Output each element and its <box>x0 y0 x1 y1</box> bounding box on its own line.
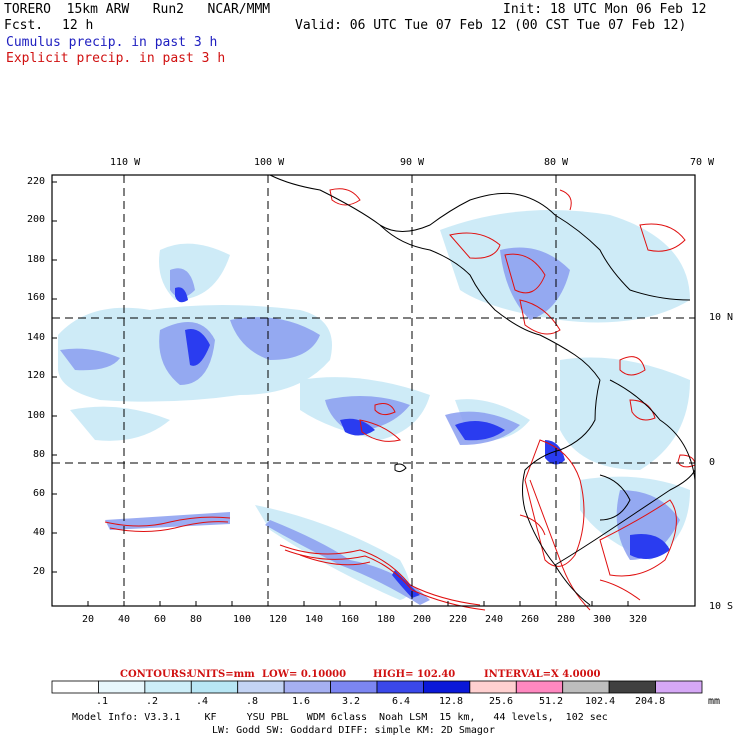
y-tick: 180 <box>27 254 46 265</box>
y-tick: 200 <box>27 214 46 225</box>
x-tick: 60 <box>154 614 167 625</box>
x-tick: 200 <box>413 614 432 625</box>
contours-label: CONTOURS: <box>120 669 190 680</box>
contours-interval: INTERVAL=X 4.0000 <box>484 669 601 680</box>
colorbar-swatch <box>51 680 99 694</box>
y-tick: 120 <box>27 370 46 381</box>
x-tick: 260 <box>521 614 540 625</box>
x-tick: 220 <box>449 614 468 625</box>
lat-label-0: 0 <box>709 457 716 468</box>
x-tick: 280 <box>557 614 576 625</box>
colorbar-label: 12.8 <box>439 696 464 707</box>
lat-label-10n: 10 N <box>709 312 734 323</box>
y-tick: 40 <box>33 527 46 538</box>
colorbar-swatch <box>283 680 331 694</box>
colorbar-swatch <box>423 680 471 694</box>
lon-label-100w: 100 W <box>254 157 285 168</box>
colorbar-label: .8 <box>246 696 259 707</box>
x-tick: 40 <box>118 614 131 625</box>
colorbar-swatch <box>190 680 239 694</box>
init-time: Init: 18 UTC Mon 06 Feb 12 <box>503 2 707 17</box>
colorbar-label: 25.6 <box>489 696 514 707</box>
colorbar-swatch <box>562 680 610 694</box>
explicit-precip-contours <box>104 188 696 611</box>
colorbar-label: 1.6 <box>292 696 311 707</box>
contours-high: HIGH= 102.40 <box>373 669 456 680</box>
colorbar-label: .1 <box>96 696 109 707</box>
y-tick: 60 <box>33 488 46 499</box>
colorbar-swatch <box>330 680 378 694</box>
colorbar-label: 3.2 <box>342 696 361 707</box>
lat-label-10s: 10 S <box>709 601 734 612</box>
lon-label-70w: 70 W <box>690 157 715 168</box>
x-tick: 100 <box>233 614 252 625</box>
lon-label-90w: 90 W <box>400 157 425 168</box>
contours-units: UNITS=mm <box>188 669 255 680</box>
y-tick: 140 <box>27 332 46 343</box>
x-tick: 160 <box>341 614 360 625</box>
explicit-precip-label: Explicit precip. in past 3 h <box>6 51 226 66</box>
y-tick: 20 <box>33 566 46 577</box>
lon-label-110w: 110 W <box>110 157 141 168</box>
axis-ticks <box>52 181 629 606</box>
y-tick: 160 <box>27 292 46 303</box>
colorbar <box>51 680 703 694</box>
colorbar-swatch <box>655 680 703 694</box>
colorbar-label: .4 <box>196 696 209 707</box>
forecast-label: Fcst. <box>4 18 44 33</box>
plot-border <box>51 174 696 607</box>
colorbar-label: 51.2 <box>539 696 564 707</box>
y-tick: 80 <box>33 449 46 460</box>
cumulus-mid-regions <box>60 247 680 605</box>
y-tick: 100 <box>27 410 46 421</box>
colorbar-label: .2 <box>146 696 159 707</box>
x-tick: 320 <box>629 614 648 625</box>
colorbar-swatch <box>237 680 285 694</box>
contours-low: LOW= 0.10000 <box>262 669 347 680</box>
coastline <box>269 174 696 606</box>
colorbar-swatch <box>144 680 192 694</box>
colorbar-swatch <box>608 680 656 694</box>
model-info-line: Model Info: V3.3.1 KF YSU PBL WDM 6class… <box>72 712 608 723</box>
colorbar-swatch <box>98 680 146 694</box>
colorbar-label: 204.8 <box>635 696 666 707</box>
lat-lon-grid <box>52 175 695 606</box>
x-tick: 120 <box>269 614 288 625</box>
valid-time: Valid: 06 UTC Tue 07 Feb 12 (00 CST Tue … <box>295 18 687 33</box>
x-tick: 180 <box>377 614 396 625</box>
colorbar-unit: mm <box>708 696 721 707</box>
lon-label-80w: 80 W <box>544 157 569 168</box>
forecast-hour: 12 h <box>62 18 94 33</box>
cumulus-dark-regions <box>175 287 670 598</box>
x-tick: 300 <box>593 614 612 625</box>
colorbar-label: 6.4 <box>392 696 411 707</box>
colorbar-label: 102.4 <box>585 696 616 707</box>
colorbar-swatch <box>376 680 424 694</box>
y-tick: 220 <box>27 176 46 187</box>
physics-info-line: LW: Godd SW: Goddard DIFF: simple KM: 2D… <box>212 725 495 736</box>
x-tick: 20 <box>82 614 95 625</box>
x-tick: 80 <box>190 614 203 625</box>
model-title: TORERO 15km ARW Run2 NCAR/MMM <box>4 2 271 17</box>
cumulus-precip-label: Cumulus precip. in past 3 h <box>6 35 218 50</box>
x-tick: 240 <box>485 614 504 625</box>
colorbar-swatch <box>515 680 564 694</box>
colorbar-swatch <box>469 680 517 694</box>
x-tick: 140 <box>305 614 324 625</box>
